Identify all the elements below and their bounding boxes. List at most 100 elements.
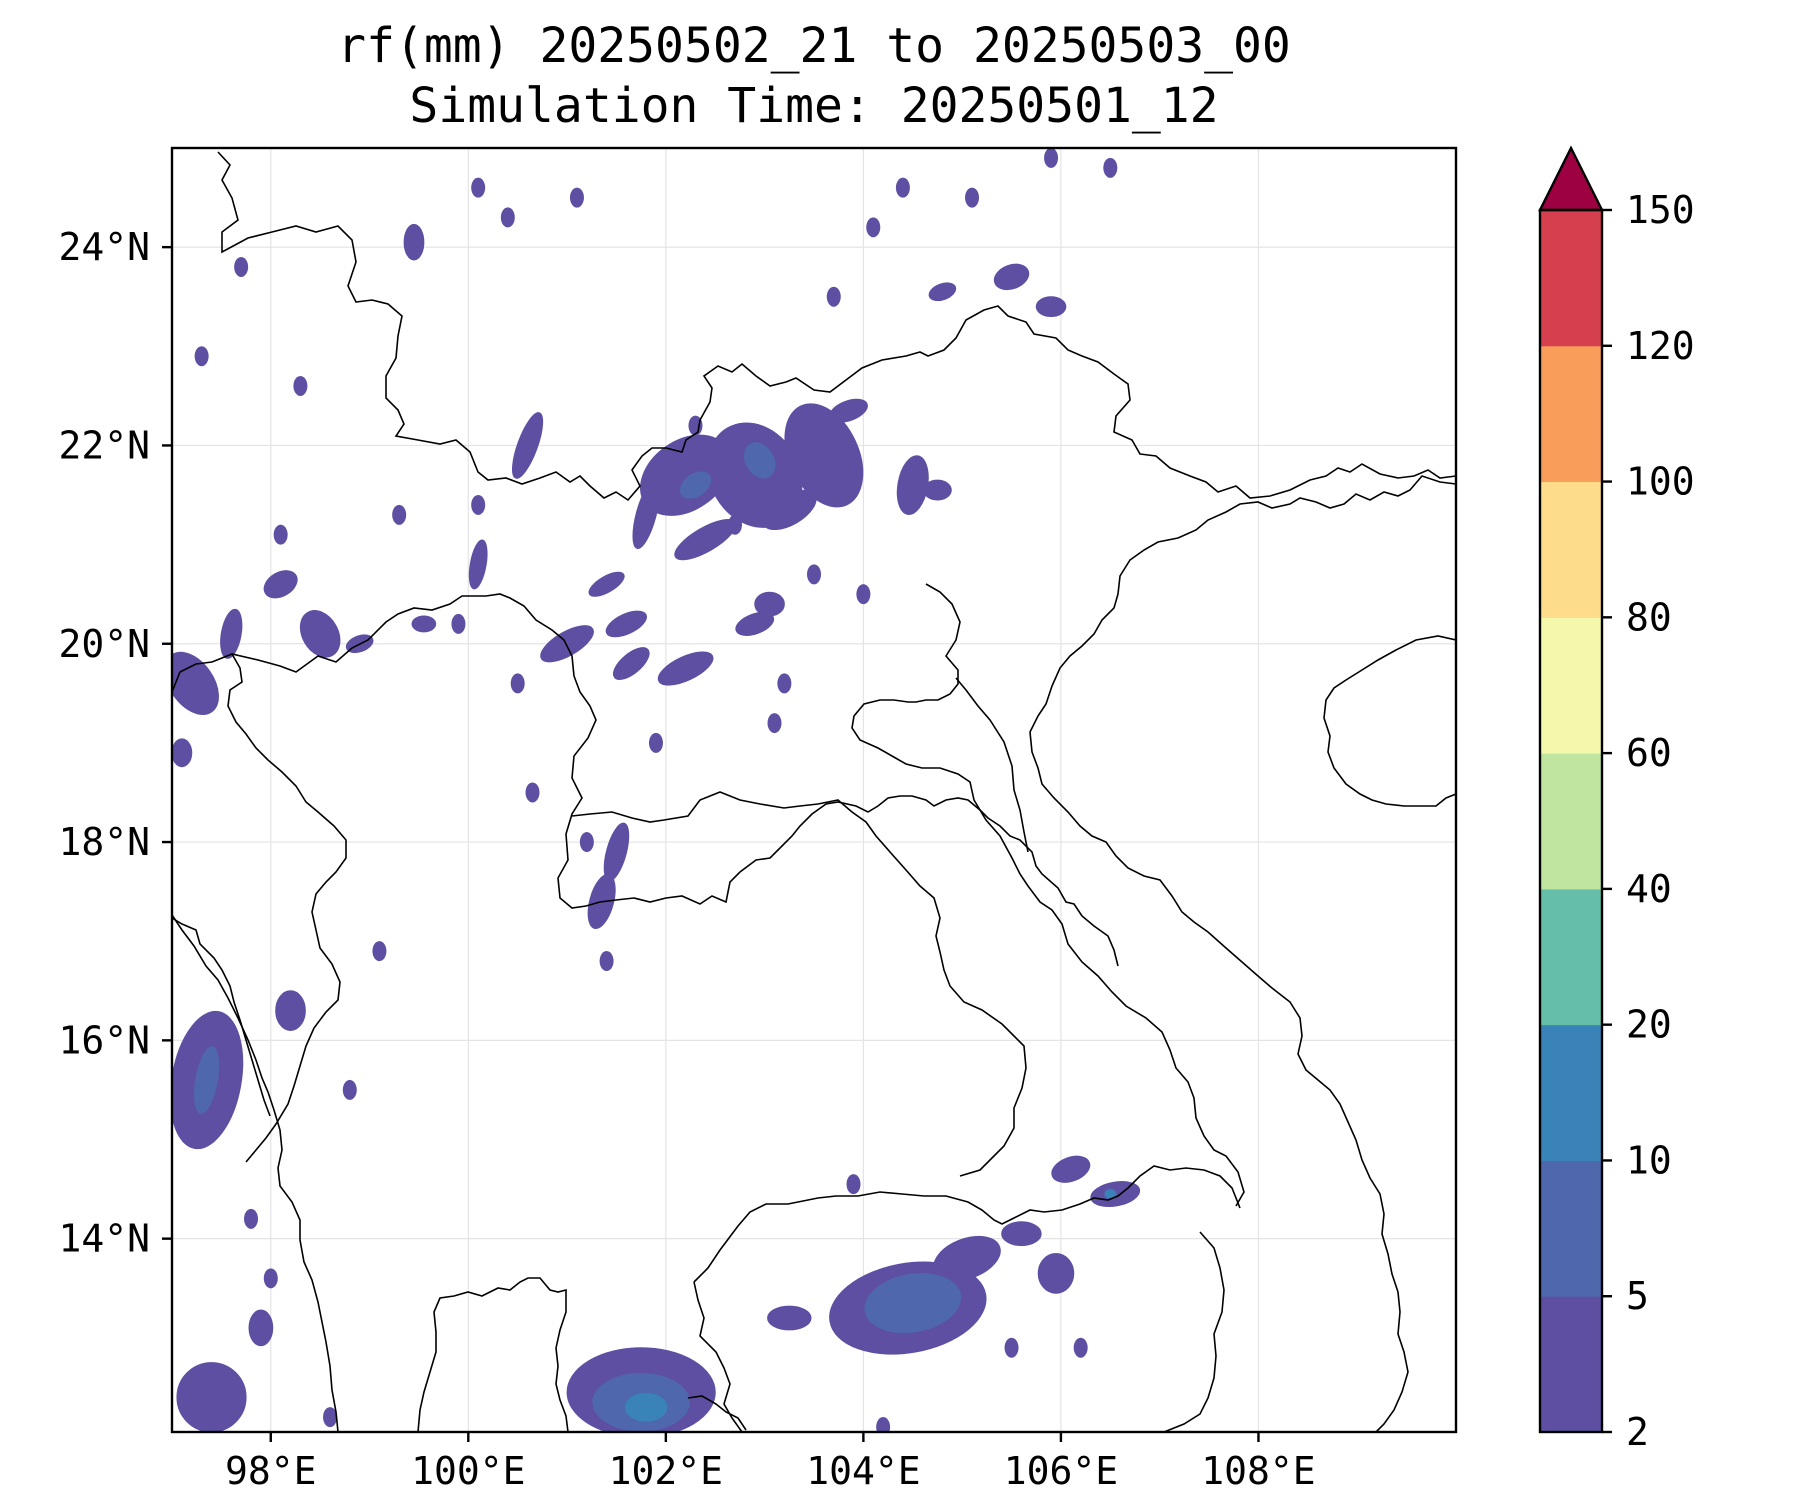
rain-speck: [510, 673, 525, 694]
rain-speck: [727, 514, 742, 535]
lon-tick-label: 108°E: [1201, 1449, 1315, 1493]
cambodia-vietnam-border: [1163, 1231, 1225, 1432]
rain-area-west-coast-5: [248, 1309, 274, 1347]
rain-area-west-coast-2: [192, 1045, 221, 1115]
rain-speck: [648, 732, 663, 753]
rain-speck: [1004, 1337, 1019, 1358]
lon-tick-label: 98°E: [225, 1449, 317, 1493]
rain-speck: [273, 524, 288, 545]
lon-tick-label: 106°E: [1004, 1449, 1118, 1493]
rain-area-cambodia-4: [767, 1305, 812, 1331]
map-subtitle: Simulation Time: 20250501_12: [409, 78, 1218, 134]
rain-area-laos-north-12: [612, 647, 650, 680]
rain-area-west-coast-3: [275, 990, 306, 1031]
map-background: [172, 148, 1456, 1432]
lat-tick-label: 20°N: [58, 622, 150, 666]
rain-area-laos-south-3: [1051, 1155, 1091, 1183]
rain-speck: [826, 286, 841, 307]
myanmar-thailand-border-south: [227, 653, 347, 1163]
rain-area-laos-north-16: [754, 591, 785, 617]
thailand-laos-mekong: [955, 677, 1029, 853]
rain-speck: [372, 941, 387, 962]
rain-area-west-coast-4: [176, 1362, 247, 1432]
laos-vietnam-border: [851, 583, 1245, 1207]
rain-speck: [234, 256, 249, 277]
colorbar-extend-arrow: [1538, 145, 1604, 212]
vietnam-coastline: [1029, 475, 1456, 1432]
china-southern-border: [217, 151, 1456, 502]
colorbar-swatch: [1540, 345, 1602, 483]
colorbar-tick-label: 2: [1626, 1410, 1649, 1454]
rain-area-myanmar-2: [220, 608, 243, 659]
rain-area-laos-north-11: [657, 651, 714, 686]
mekong-central-border: [571, 791, 1027, 1177]
rain-speck: [1073, 1337, 1088, 1358]
myanmar-laos-thailand-border: [172, 593, 1119, 967]
thailand-gulf-coastline: [417, 1277, 569, 1432]
lat-tick-label: 16°N: [58, 1018, 150, 1062]
colorbar-tick-label: 20: [1626, 1003, 1672, 1047]
colorbar-tick-label: 100: [1626, 460, 1695, 504]
rain-speck: [866, 217, 881, 238]
rain-area-myanmar-1: [512, 412, 544, 479]
coastlines-and-borders: [172, 151, 1456, 1432]
rain-area-china-1: [993, 263, 1030, 291]
rain-area-laos-north-15: [632, 480, 660, 549]
rain-speck: [471, 177, 486, 198]
cambodia-western-border: [693, 1281, 743, 1432]
rain-area-laos-north-5: [784, 403, 864, 508]
rain-speck: [500, 207, 515, 228]
rain-area-cambodia-3: [933, 1235, 1001, 1282]
colorbar: 2 5 10 20 40 60 80 100 120 150: [1538, 145, 1695, 1454]
rain-speck: [876, 1417, 891, 1432]
colorbar-swatches: [1538, 145, 1604, 1434]
hainan-island-coastline: [1323, 635, 1456, 807]
rain-speck: [293, 375, 308, 396]
colorbar-tick-label: 80: [1626, 595, 1672, 639]
rain-speck: [323, 1407, 338, 1428]
myanmar-western-border: [172, 917, 271, 1117]
rain-area-myanmar-10: [468, 539, 488, 590]
rain-speck: [263, 1268, 278, 1289]
rain-area-laos-north-2: [678, 470, 713, 500]
rain-speck: [767, 713, 782, 734]
rain-area-laos-north-8: [732, 483, 778, 517]
rain-area-myanmar-8: [172, 738, 193, 768]
rain-area-laos-south-4: [1001, 1221, 1042, 1247]
rain-speck: [965, 187, 980, 208]
colorbar-swatch: [1540, 1160, 1602, 1297]
colorbar-swatch: [1540, 1024, 1602, 1161]
rain-area-china-2: [928, 282, 957, 302]
lat-tick-label: 24°N: [58, 225, 150, 269]
rain-area-cambodia-2: [863, 1272, 963, 1335]
rain-speck: [569, 187, 584, 208]
rain-speck: [1103, 157, 1118, 178]
rain-speck: [807, 564, 821, 585]
rain-area-laos-north-4: [742, 441, 777, 480]
colorbar-swatch: [1540, 888, 1602, 1026]
rain-area-laos-north-7: [762, 489, 817, 531]
rain-area-china-4: [829, 398, 868, 423]
lat-tick-label: 22°N: [58, 423, 150, 467]
colorbar-tick-label: 40: [1626, 867, 1672, 911]
colorbar-tick-label: 120: [1626, 324, 1695, 368]
lat-tick-label: 18°N: [58, 820, 150, 864]
map-gridlines: [172, 148, 1456, 1432]
lat-tick-label: 14°N: [58, 1217, 150, 1261]
lon-tick-label: 102°E: [609, 1449, 723, 1493]
colorbar-tick-label: 5: [1626, 1274, 1649, 1318]
rain-area-laos-north-14: [588, 571, 625, 597]
colorbar-swatch: [1540, 753, 1602, 890]
rain-speck: [471, 494, 486, 515]
rain-area-laos-north-10: [605, 610, 647, 638]
rain-area-laos-north-9: [540, 625, 594, 663]
rain-area-china-3: [1035, 296, 1067, 318]
rain-speck: [579, 832, 594, 853]
colorbar-tick-label: 150: [1626, 188, 1695, 232]
rainfall-contours: [172, 148, 1141, 1432]
colorbar-ticks: 2 5 10 20 40 60 80 100 120 150: [1602, 188, 1695, 1454]
colorbar-swatch: [1540, 210, 1602, 347]
map-plot-area: 98°E 100°E 102°E 104°E 106°E 108°E 24°N 22°N 20°…: [58, 146, 1458, 1493]
andaman-coastline: [172, 914, 339, 1432]
